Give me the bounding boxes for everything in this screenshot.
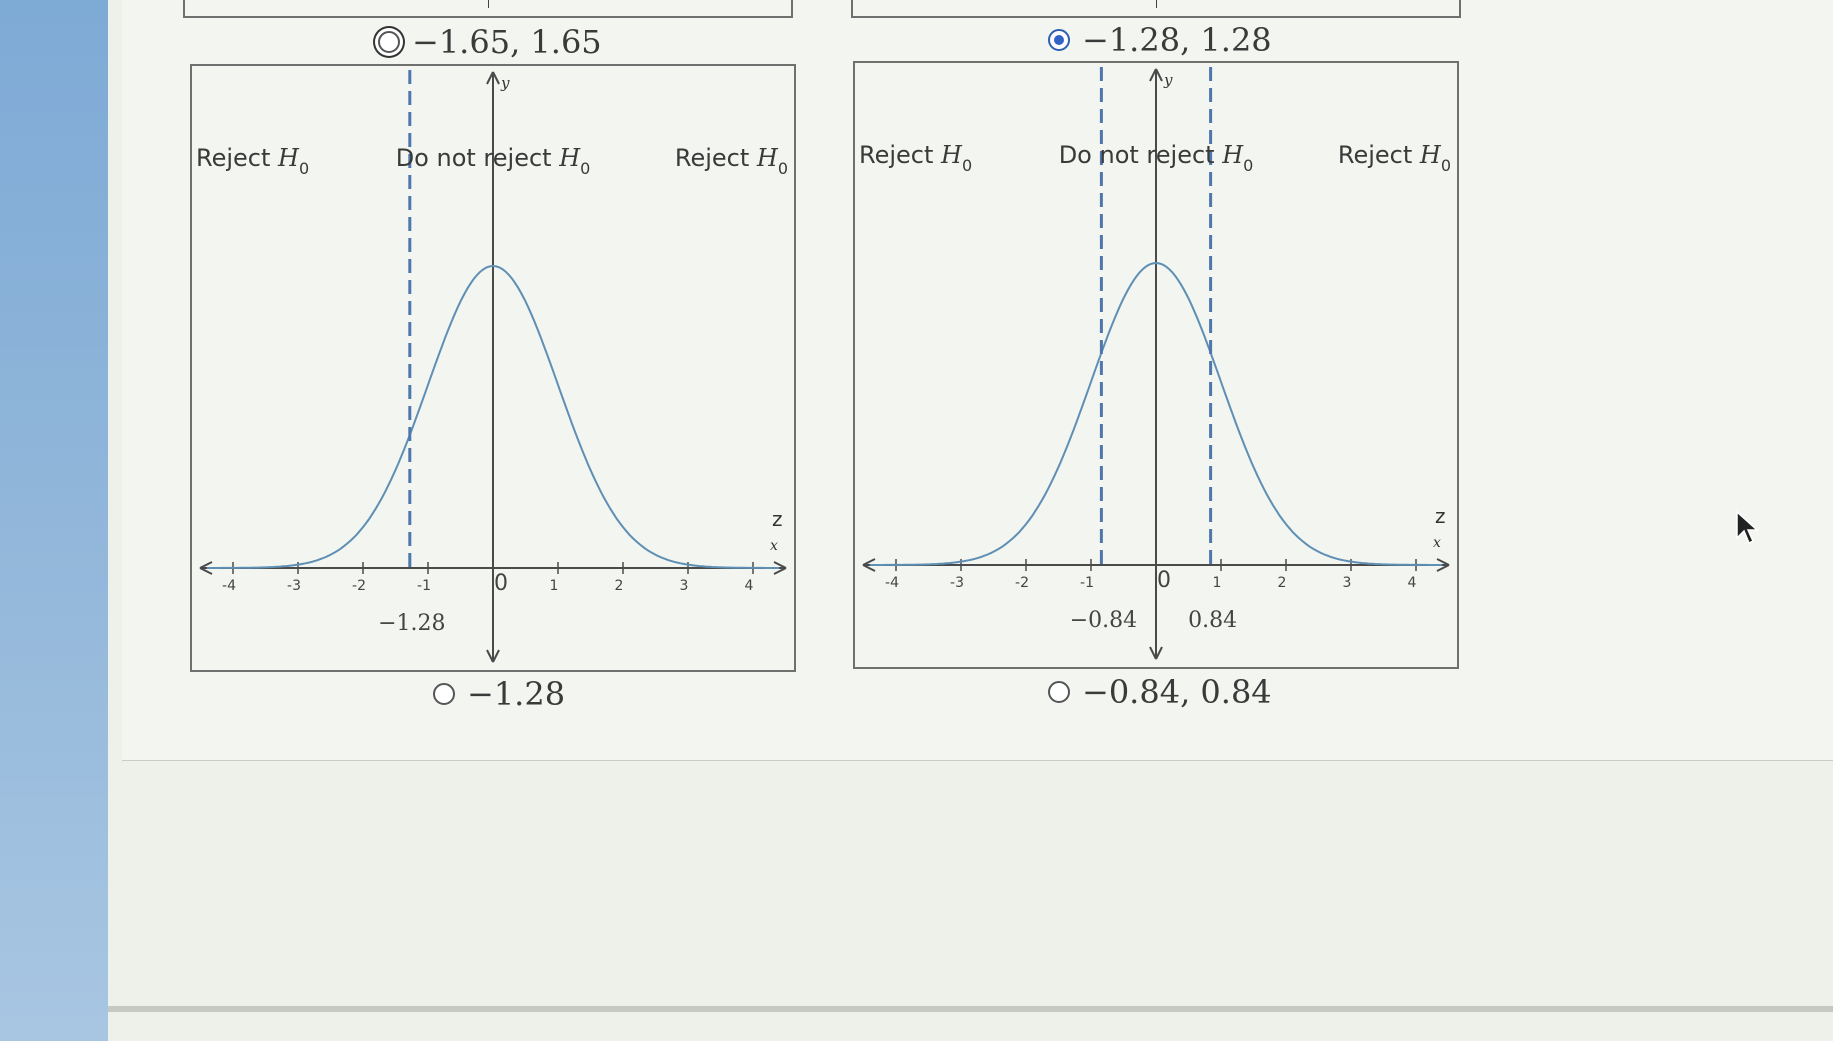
region-label: Do not reject H0 (396, 144, 591, 178)
option-a-label: −1.65, 1.65 (412, 23, 602, 61)
x-tick-label: 3 (1343, 575, 1352, 591)
x-axis-arrows (199, 561, 787, 575)
option-a-radio[interactable] (378, 31, 400, 53)
y-axis-label: y (500, 74, 510, 92)
x-axis-label: x (1433, 535, 1441, 551)
x-axis-arrows (862, 558, 1450, 572)
y-axis-arrows (486, 71, 500, 663)
option-d[interactable]: −0.84, 0.84 (1048, 670, 1272, 714)
question-panel (122, 0, 1833, 761)
option-c[interactable]: −1.28 (433, 672, 565, 716)
x-tick-label: -2 (352, 578, 366, 594)
option-b-label: −1.28, 1.28 (1082, 21, 1272, 59)
option-b-radio[interactable] (1048, 29, 1070, 51)
normal-curve (207, 264, 779, 569)
critical-value-label: −0.84 (1070, 608, 1137, 633)
y-axis-arrows (1149, 68, 1163, 660)
x-tick-label: 0 (1157, 568, 1171, 593)
mouse-cursor-icon (1736, 510, 1759, 545)
x-tick-label: -1 (417, 578, 431, 594)
x-tick-label: -2 (1015, 575, 1029, 591)
x-tick-label: -4 (885, 575, 899, 591)
option-a[interactable]: −1.65, 1.65 (378, 20, 602, 64)
x-tick-label: 0 (494, 571, 508, 596)
option-d-radio[interactable] (1048, 681, 1070, 703)
option-d-label: −0.84, 0.84 (1082, 673, 1272, 711)
graph-option-c: y z x -4 -3 -2 -1 0 1 2 3 4 −1.28 Reject H0 Do not rej… (190, 64, 796, 672)
x-tick-label: 3 (680, 578, 689, 594)
region-label: Reject H0 (196, 144, 309, 178)
region-label: Reject H0 (675, 144, 788, 178)
critical-value-label: 0.84 (1188, 608, 1237, 633)
bottom-divider (108, 1006, 1833, 1012)
x-tick-label: -3 (950, 575, 964, 591)
z-axis-label: z (772, 507, 783, 531)
z-axis-label: z (1435, 504, 1446, 528)
previous-graph-frame-left (183, 0, 793, 18)
option-b[interactable]: −1.28, 1.28 (1048, 18, 1272, 62)
region-label: Do not reject H0 (1059, 141, 1254, 175)
previous-graph-frame-right (851, 0, 1461, 18)
normal-curve (870, 261, 1442, 566)
x-tick-label: 1 (550, 578, 559, 594)
graph-option-b: y z x -4 -3 -2 -1 0 1 2 3 4 −0.84 0.84 Reject H0 Do not… (853, 61, 1459, 669)
left-sidebar-strip (0, 0, 108, 1041)
x-axis-label: x (770, 538, 778, 554)
region-label: Reject H0 (1338, 141, 1451, 175)
x-tick-label: -1 (1080, 575, 1094, 591)
x-tick-label: 2 (1278, 575, 1287, 591)
x-tick-label: 2 (615, 578, 624, 594)
x-tick-label: -3 (287, 578, 301, 594)
x-tick-label: 4 (1408, 575, 1417, 591)
region-label: Reject H0 (859, 141, 972, 175)
x-tick-label: 4 (745, 578, 754, 594)
option-c-label: −1.28 (467, 675, 566, 713)
y-axis-label: y (1163, 71, 1173, 89)
critical-value-label: −1.28 (378, 611, 445, 636)
x-tick-label: 1 (1213, 575, 1222, 591)
x-tick-label: -4 (222, 578, 236, 594)
option-c-radio[interactable] (433, 683, 455, 705)
